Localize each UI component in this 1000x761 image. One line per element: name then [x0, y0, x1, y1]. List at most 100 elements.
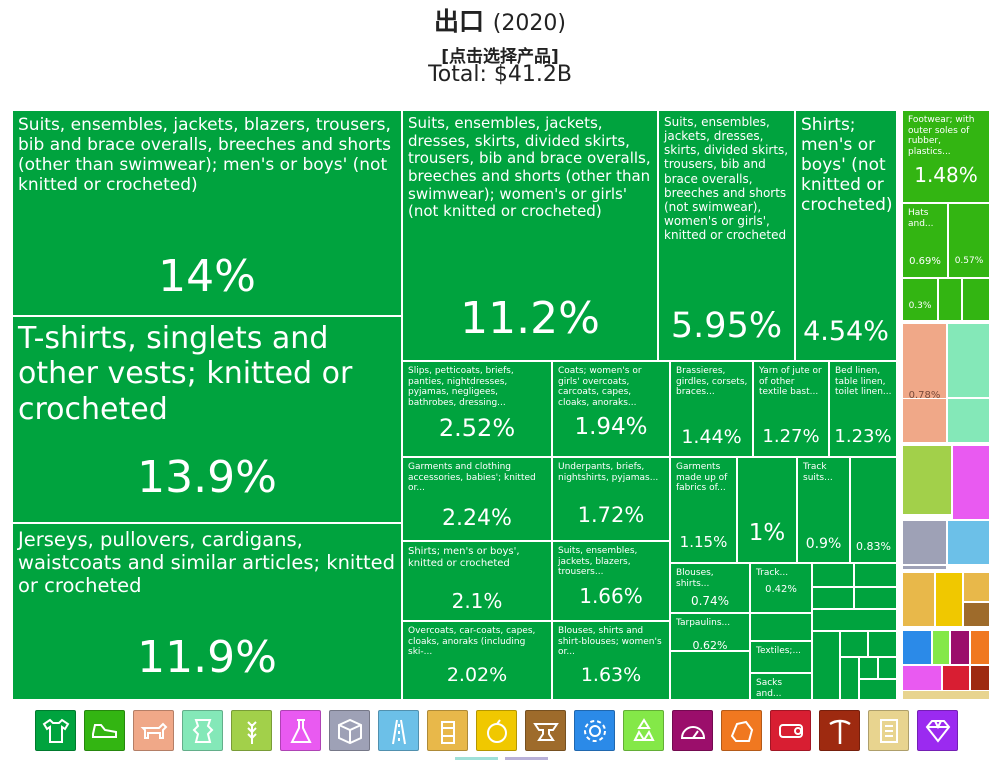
cell-label: Shirts; men's or boys' (not knitted or c…: [801, 115, 893, 216]
treemap-cell[interactable]: [963, 572, 990, 602]
cell-label: Footwear; with outer soles of rubber, pl…: [908, 115, 975, 157]
gem-icon[interactable]: [917, 710, 958, 751]
cell-value: 11.2%: [460, 293, 600, 344]
treemap-cell[interactable]: Suits, ensembles, jackets, dresses, skir…: [658, 110, 795, 361]
treemap-cell[interactable]: T-shirts, singlets and other vests; knit…: [12, 316, 402, 523]
treemap-cell[interactable]: [947, 323, 990, 398]
treemap-cell[interactable]: Shirts; men's or boys', knitted or croch…: [402, 541, 552, 621]
cell-value: 1.48%: [914, 163, 978, 187]
treemap-cell[interactable]: [902, 630, 932, 665]
treemap-cell[interactable]: Textiles;...: [750, 641, 812, 673]
treemap-cell[interactable]: [938, 278, 962, 321]
treemap-cell[interactable]: [859, 657, 878, 679]
treemap-cell[interactable]: Suits, ensembles, jackets, blazers, trou…: [12, 110, 402, 316]
treemap-cell[interactable]: [902, 690, 990, 700]
treemap-cell[interactable]: [878, 657, 897, 679]
treemap-cell[interactable]: Garments made up of fabrics of... 1.15%: [670, 457, 737, 563]
hide-icon[interactable]: [182, 710, 223, 751]
treemap-cell[interactable]: [750, 613, 812, 641]
flask-icon[interactable]: [280, 710, 321, 751]
treemap-cell[interactable]: [902, 520, 947, 565]
treemap-cell[interactable]: Jerseys, pullovers, cardigans, waistcoat…: [12, 523, 402, 700]
cell-label: Track...: [756, 568, 789, 578]
animal-icon[interactable]: [133, 710, 174, 751]
treemap-cell[interactable]: Footwear; with outer soles of rubber, pl…: [902, 110, 990, 203]
treemap-cell[interactable]: [970, 630, 990, 665]
treemap-cell[interactable]: Tarpaulins... 0.62%: [670, 613, 750, 651]
treemap-cell[interactable]: Suits, ensembles, jackets, dresses, skir…: [402, 110, 658, 361]
gear-icon[interactable]: [574, 710, 615, 751]
cell-value: 5.95%: [670, 306, 783, 346]
box-icon[interactable]: [329, 710, 370, 751]
treemap-cell[interactable]: [962, 278, 990, 321]
treemap-cell[interactable]: Blouses, shirts... 0.74%: [670, 563, 750, 613]
treemap-cell[interactable]: [952, 445, 990, 520]
treemap-cell[interactable]: [950, 630, 970, 665]
treemap-cell[interactable]: [854, 563, 897, 587]
treemap-cell[interactable]: [935, 572, 963, 627]
treemap-cell[interactable]: Overcoats, car-coats, capes, cloaks, ano…: [402, 621, 552, 700]
treemap-cell[interactable]: [902, 445, 952, 515]
treemap-cell[interactable]: Track suits... 0.9%: [797, 457, 850, 563]
treemap-cell[interactable]: Coats; women's or girls' overcoats, carc…: [552, 361, 670, 457]
select-product-link[interactable]: [点击选择产品]: [441, 47, 559, 67]
treemap-cell[interactable]: Garments and clothing accessories, babie…: [402, 457, 552, 541]
treemap-cell[interactable]: [812, 587, 854, 609]
treemap-cell[interactable]: [859, 679, 897, 700]
treemap-cell[interactable]: [812, 631, 840, 700]
treemap-cell[interactable]: Suits, ensembles, jackets, blazers, trou…: [552, 541, 670, 621]
can-icon[interactable]: [427, 710, 468, 751]
cell-value: 0.74%: [690, 594, 730, 608]
cell-value: 1.23%: [834, 426, 892, 447]
treemap-cell[interactable]: [902, 572, 935, 627]
cell-label: Textiles;...: [756, 646, 802, 656]
treemap-cell[interactable]: [812, 609, 897, 631]
scroll-icon[interactable]: [868, 710, 909, 751]
treemap-cell[interactable]: Underpants, briefs, nightshirts, pyjamas…: [552, 457, 670, 541]
anvil-icon[interactable]: [525, 710, 566, 751]
treemap-cell[interactable]: [868, 631, 897, 657]
cell-label: Jerseys, pullovers, cardigans, waistcoat…: [18, 528, 396, 597]
log-icon[interactable]: [770, 710, 811, 751]
treemap-cell[interactable]: [947, 520, 990, 565]
cell-label: Slips, petticoats, briefs, panties, nigh…: [408, 366, 514, 408]
treemap-cell[interactable]: [947, 398, 990, 443]
road-icon[interactable]: [378, 710, 419, 751]
treemap-cell[interactable]: 0.3%: [902, 278, 938, 321]
treemap-cell[interactable]: [840, 657, 859, 700]
treemap-cell[interactable]: [932, 630, 950, 665]
fruit-icon[interactable]: [476, 710, 517, 751]
treemap-cell[interactable]: Shirts; men's or boys' (not knitted or c…: [795, 110, 897, 361]
treemap-cell[interactable]: 0.83%: [850, 457, 897, 563]
treemap-cell[interactable]: [902, 565, 947, 570]
wheat-icon[interactable]: [231, 710, 272, 751]
treemap-cell[interactable]: [840, 631, 868, 657]
treemap-cell[interactable]: Brassieres, girdles, corsets, braces... 1…: [670, 361, 753, 457]
treemap-cell[interactable]: Track... 0.42%: [750, 563, 812, 613]
selection-indicator: [455, 757, 498, 760]
treemap-cell[interactable]: [670, 651, 750, 700]
rock-icon[interactable]: [721, 710, 762, 751]
treemap-cell[interactable]: Blouses, shirts and shirt-blouses; women…: [552, 621, 670, 700]
treemap-cell[interactable]: [902, 398, 947, 443]
treemap-cell[interactable]: 0.57%: [948, 203, 990, 278]
pickaxe-icon[interactable]: [819, 710, 860, 751]
shirt-icon[interactable]: [35, 710, 76, 751]
cell-value: 1%: [748, 520, 786, 546]
page-title: 出口 (2020): [0, 2, 1000, 38]
treemap-cell[interactable]: Yarn of jute or of other textile bast...…: [753, 361, 829, 457]
recycle-icon[interactable]: [623, 710, 664, 751]
treemap-cell[interactable]: [963, 602, 990, 627]
treemap-cell[interactable]: Slips, petticoats, briefs, panties, nigh…: [402, 361, 552, 457]
treemap-cell[interactable]: 1%: [737, 457, 797, 563]
treemap-cell[interactable]: Bed linen, table linen, toilet linen... 1…: [829, 361, 897, 457]
gauge-icon[interactable]: [672, 710, 713, 751]
treemap-cell[interactable]: [812, 563, 854, 587]
treemap-cell[interactable]: Hats and... 0.69%: [902, 203, 948, 278]
shoe-icon[interactable]: [84, 710, 125, 751]
treemap-cell[interactable]: [854, 587, 897, 609]
cell-label: Blouses, shirts...: [676, 568, 714, 589]
cell-label: Suits, ensembles, jackets, dresses, skir…: [664, 115, 789, 243]
treemap-cell[interactable]: Sacks and...: [750, 673, 812, 700]
